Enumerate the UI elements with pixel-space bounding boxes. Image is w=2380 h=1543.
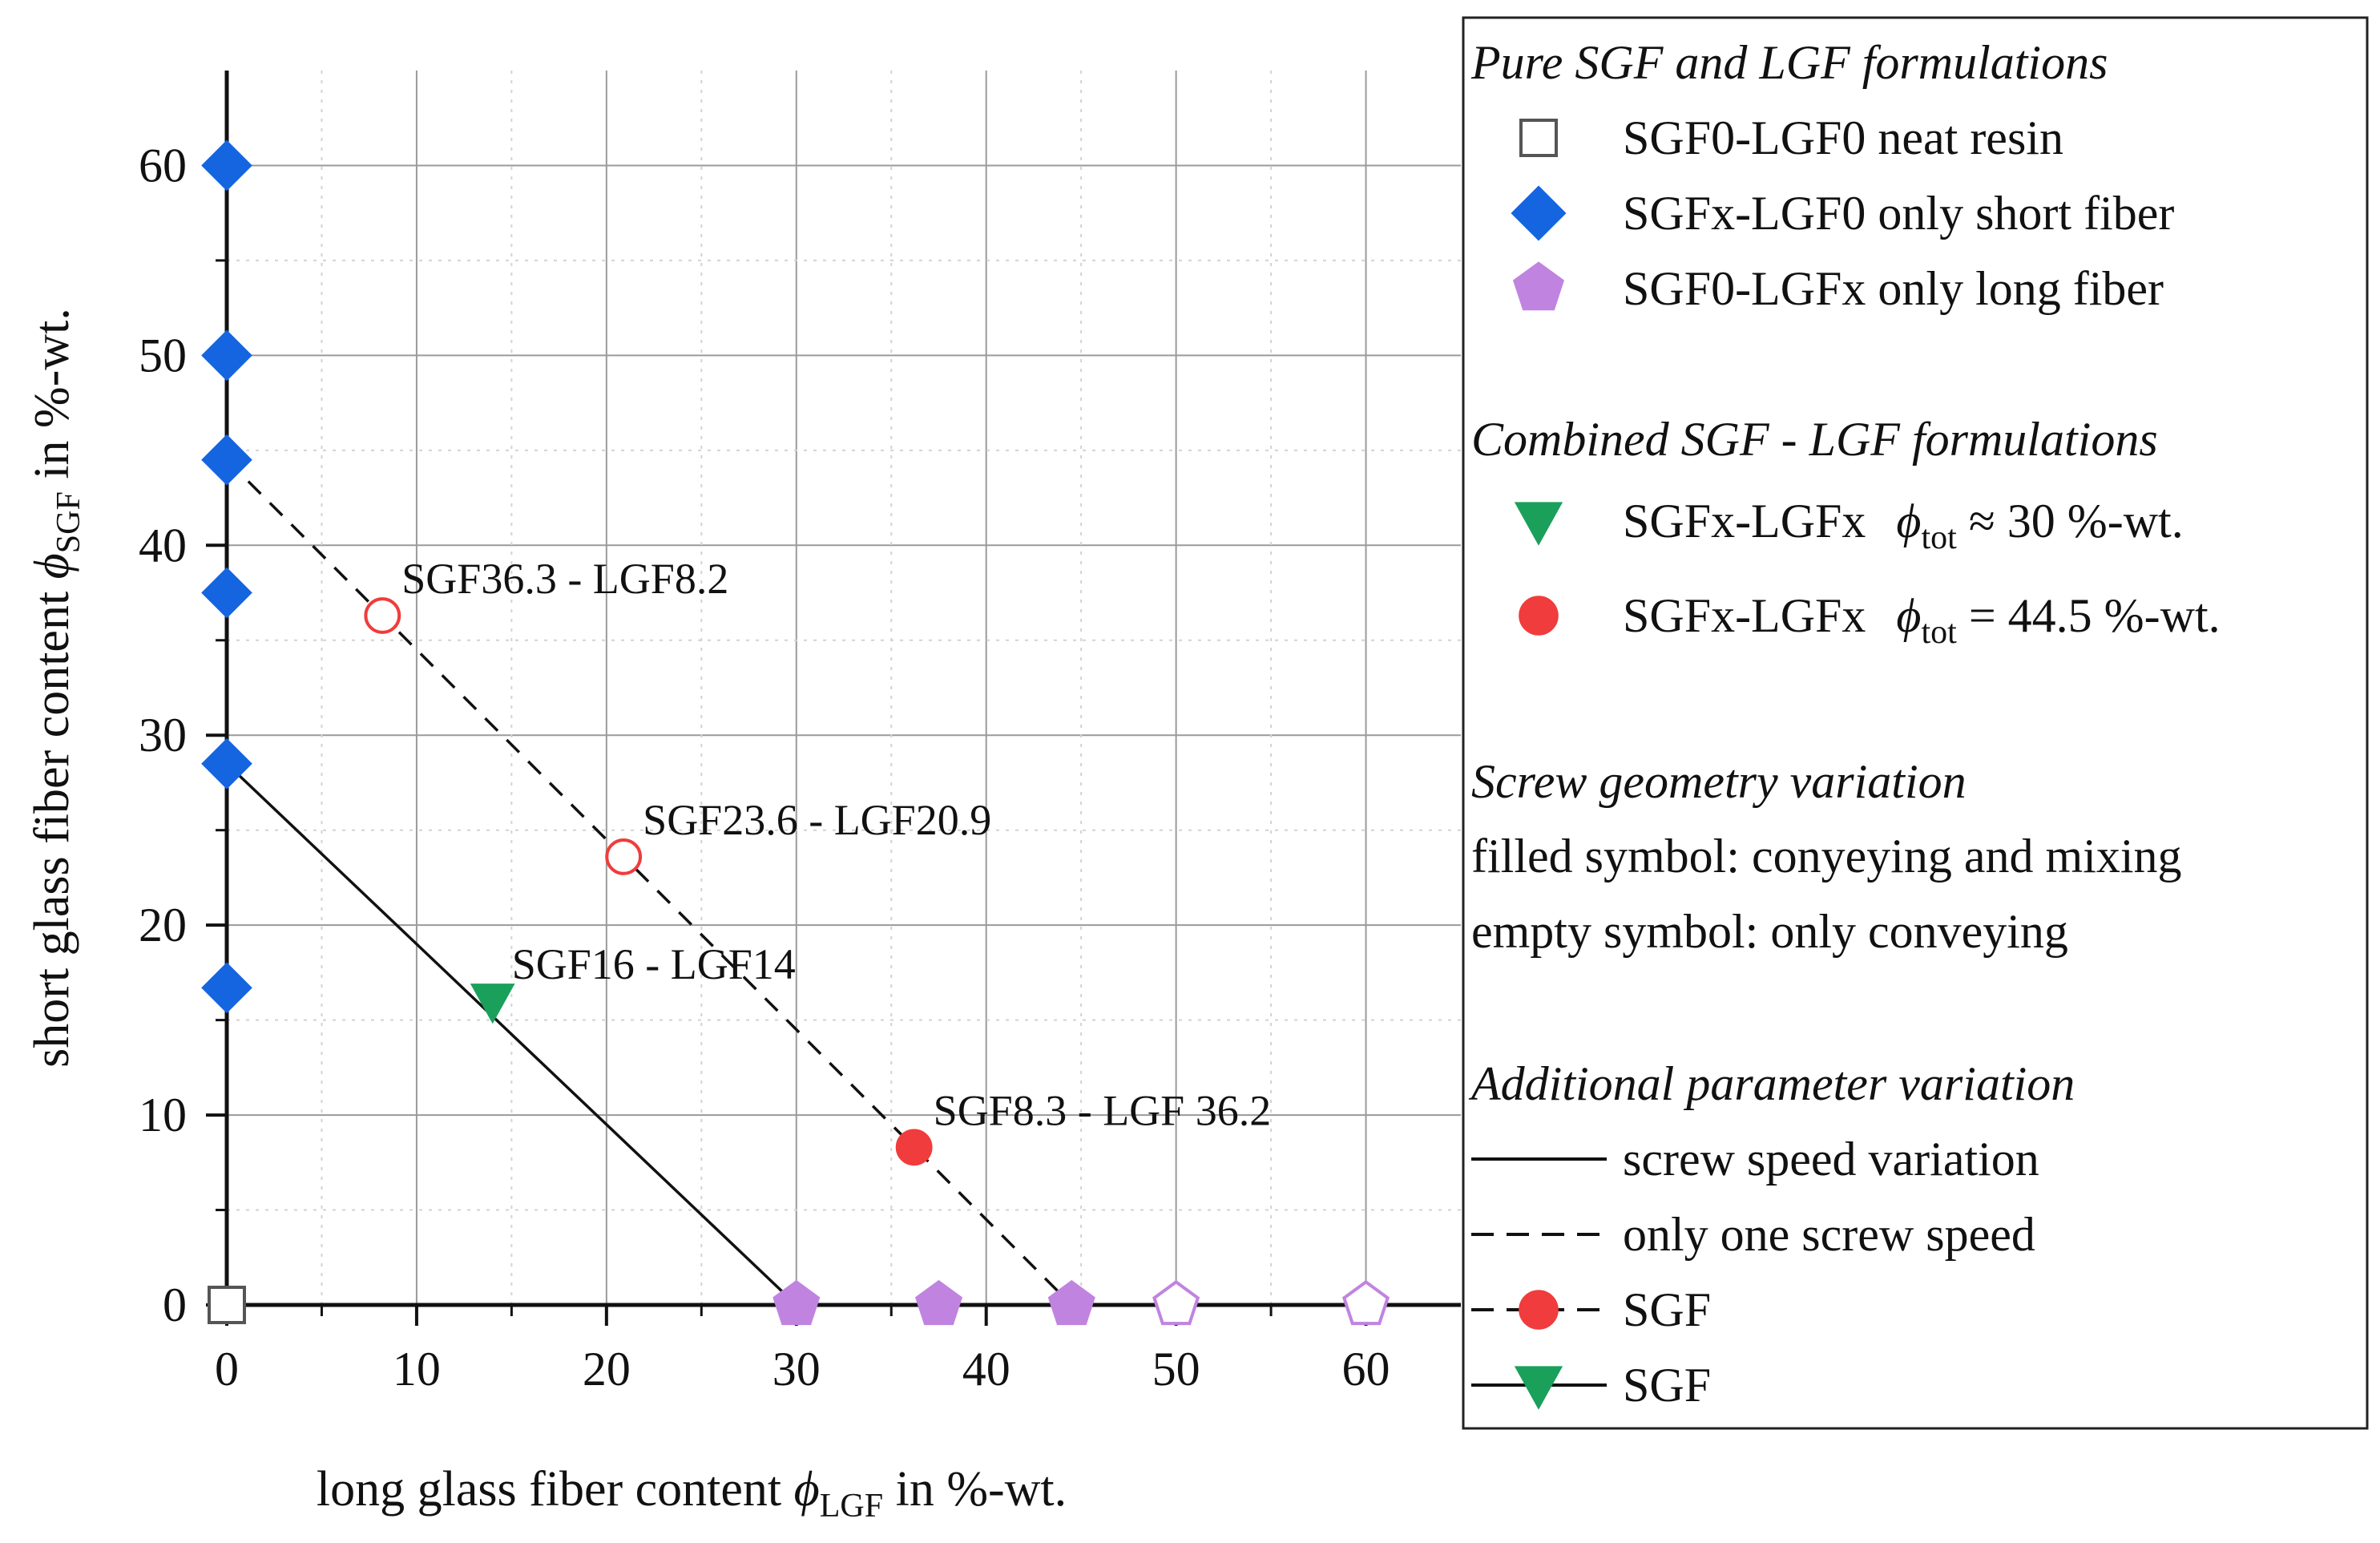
x-tick-label: 40 xyxy=(962,1343,1010,1396)
data-point-circle-6-1 xyxy=(605,838,643,875)
legend-symbol-circle xyxy=(1519,596,1559,636)
data-point-diamond-1-0 xyxy=(201,139,252,192)
legend-entry-label: filled symbol: conyeying and mixing xyxy=(1471,830,2182,883)
legend-symbol-triangle-down xyxy=(1514,502,1563,546)
y-tick-label: 50 xyxy=(139,329,187,382)
y-tick-label: 40 xyxy=(139,519,187,572)
legend-box xyxy=(1462,16,2369,1430)
data-point-circle-5-0 xyxy=(895,1129,933,1166)
legend-entry-label: only one screw speed xyxy=(1623,1208,2035,1261)
annotations: SGF36.3 - LGF8.2 SGF23.6 - LGF20.9 SGF16 -… xyxy=(401,555,1271,1134)
legend-symbol-square xyxy=(1519,119,1558,157)
series-line-dashed xyxy=(225,458,1073,1307)
data-point-circle-6-0 xyxy=(364,597,401,634)
data-point-triangle-down-4-0 xyxy=(470,984,515,1024)
series-line-solid xyxy=(225,762,797,1307)
legend-entry-label: SGF0-LGF0 neat resin xyxy=(1623,111,2063,164)
axes xyxy=(224,71,1461,1307)
y-tick-label: 0 xyxy=(163,1278,187,1331)
x-tick-label: 50 xyxy=(1152,1343,1200,1396)
y-axis-label: short glass fiber content ϕSGF in %-wt. xyxy=(25,308,87,1068)
data-point-diamond-1-4 xyxy=(201,737,252,790)
legend-entry-label: SGFx-LGFx ϕtot = 44.5 %-wt. xyxy=(1623,589,2221,651)
legend-entry-label: SGF xyxy=(1623,1359,1711,1412)
x-tick-label: 20 xyxy=(583,1343,631,1396)
point-annotation-1: SGF23.6 - LGF20.9 xyxy=(643,796,991,844)
legend-section-title-2: Screw geometry variation xyxy=(1471,755,1967,808)
data-marks xyxy=(201,139,1390,1326)
point-annotation-0: SGF36.3 - LGF8.2 xyxy=(401,555,728,603)
x-tick-label: 60 xyxy=(1342,1343,1390,1396)
series-lines xyxy=(225,458,1073,1307)
legend-symbol-circle xyxy=(1519,1290,1559,1330)
legend-section-title-0: Pure SGF and LGF formulations xyxy=(1470,36,2108,89)
data-point-pentagon-2-0 xyxy=(772,1279,821,1326)
data-point-pentagon-2-2 xyxy=(1047,1279,1095,1326)
y-tick-label: 60 xyxy=(139,139,187,192)
legend-entry-label: SGFx-LGFx ϕtot ≈ 30 %-wt. xyxy=(1623,495,2184,556)
data-point-pentagon-2-1 xyxy=(914,1279,963,1326)
data-point-diamond-1-3 xyxy=(201,567,252,619)
x-tick-label: 10 xyxy=(393,1343,441,1396)
y-tick-label: 20 xyxy=(139,899,187,951)
data-point-pentagon-3-0 xyxy=(1152,1279,1200,1326)
legend-entry-label: SGFx-LGF0 only short fiber xyxy=(1623,187,2174,240)
x-tick-label: 0 xyxy=(215,1343,239,1396)
x-axis-label: long glass fiber content ϕLGF in %-wt. xyxy=(317,1462,1067,1525)
grid xyxy=(227,71,1461,1305)
data-point-diamond-1-2 xyxy=(201,434,252,486)
point-annotation-2: SGF16 - LGF14 xyxy=(512,940,796,988)
data-point-diamond-1-1 xyxy=(201,329,252,382)
legend-entry-label: SGF xyxy=(1623,1283,1711,1336)
x-tick-label: 30 xyxy=(772,1343,821,1396)
legend-symbol-triangle-down xyxy=(1514,1366,1563,1410)
y-tick-label: 10 xyxy=(139,1089,187,1141)
legend-items: Pure SGF and LGF formulations SGF0-LGF0 n… xyxy=(1468,36,2221,1412)
y-ticks: 0 10 20 30 40 50 60 xyxy=(139,139,227,1331)
y-tick-label: 30 xyxy=(139,709,187,761)
data-point-diamond-1-5 xyxy=(201,962,252,1014)
legend-entry-label: screw speed variation xyxy=(1623,1133,2039,1186)
plot-area: 0 10 20 30 40 50 60 0 10 20 30 40 50 60 SGF36.3 - LG… xyxy=(139,71,1461,1396)
data-point-square-0-0 xyxy=(208,1286,246,1324)
legend-symbol-diamond xyxy=(1511,185,1567,241)
legend-section-title-3: Additional parameter variation xyxy=(1468,1057,2075,1110)
legend-symbol-pentagon xyxy=(1512,261,1565,311)
axis-labels: long glass fiber content ϕLGF in %-wt. s… xyxy=(25,308,1067,1525)
legend-entry-label: empty symbol: only conveying xyxy=(1471,905,2068,958)
point-annotation-3: SGF8.3 - LGF 36.2 xyxy=(934,1086,1272,1134)
legend: Pure SGF and LGF formulations SGF0-LGF0 n… xyxy=(1462,16,2369,1430)
legend-section-title-1: Combined SGF - LGF formulations xyxy=(1471,413,2158,466)
legend-entry-label: SGF0-LGFx only long fiber xyxy=(1623,262,2164,315)
data-point-pentagon-3-1 xyxy=(1341,1279,1390,1326)
plot-background xyxy=(227,71,1461,1305)
